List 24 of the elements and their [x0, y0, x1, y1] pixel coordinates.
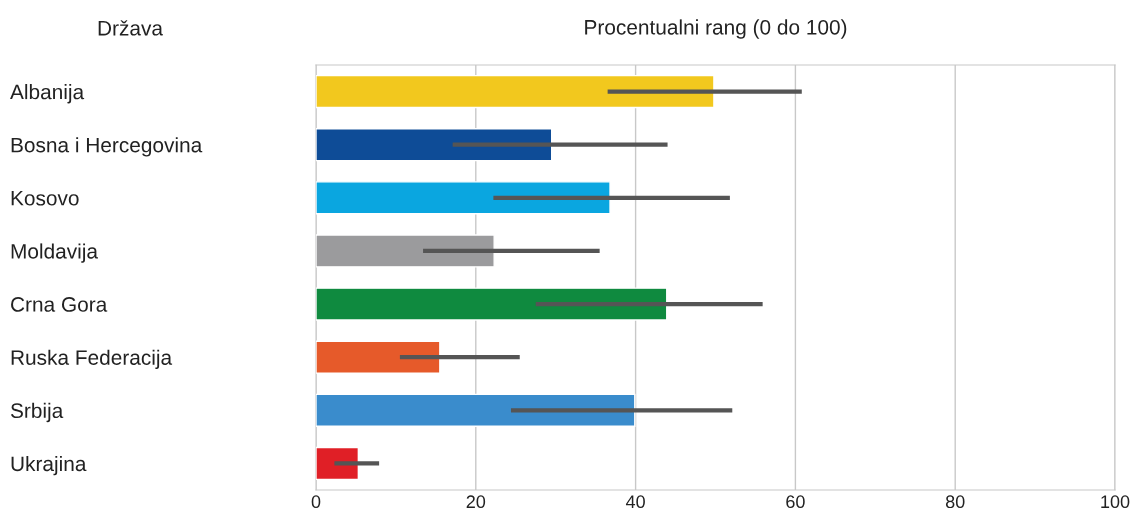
- bar: [316, 287, 668, 321]
- bar: [316, 446, 360, 481]
- bar: [316, 234, 495, 268]
- x-tick-label: 20: [466, 495, 486, 509]
- y-tick-label: Kosovo: [11, 191, 79, 206]
- y-tick-label: Ukrajina: [11, 455, 87, 476]
- x-tick-label: 80: [945, 495, 965, 509]
- y-tick-label: Bosna i Hercegovina: [11, 137, 203, 157]
- x-tick-label: 100: [1101, 495, 1130, 509]
- bar: [316, 128, 553, 162]
- y-axis-title: Država: [98, 20, 163, 36]
- bar: [316, 181, 611, 215]
- bar: [316, 393, 636, 427]
- y-tick-label: Albanija: [10, 84, 85, 104]
- y-tick-label: Moldavija: [11, 243, 98, 263]
- bar: [316, 74, 715, 109]
- y-tick-label: Ruska Federacija: [11, 349, 173, 370]
- chart-title: Procentualni rang (0 do 100): [585, 19, 847, 39]
- y-tick-label: Srbija: [10, 402, 64, 423]
- x-tick-label: 40: [625, 495, 645, 509]
- y-tick-label: Crna Gora: [11, 297, 108, 312]
- x-tick-label: 60: [786, 495, 805, 509]
- x-tick-label: 0: [311, 495, 321, 509]
- bar: [316, 340, 441, 374]
